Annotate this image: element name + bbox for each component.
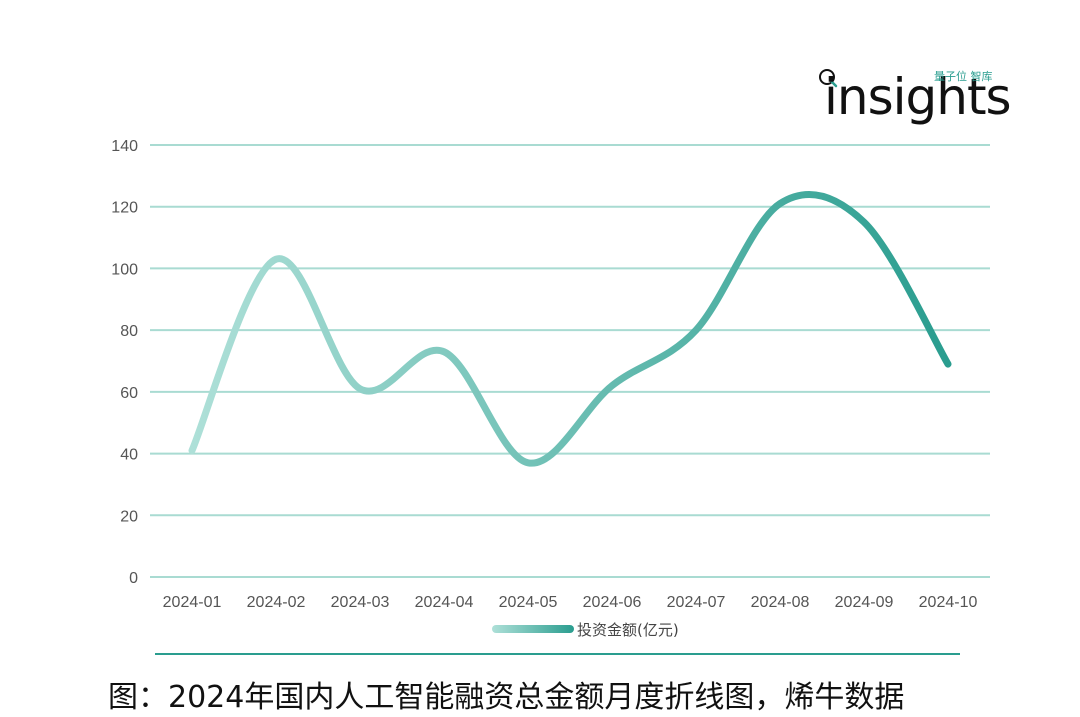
- x-axis-ticks: 2024-01 2024-02 2024-03 2024-04 2024-05 2024-…: [163, 594, 978, 611]
- x-tick-label: 2024-02: [247, 594, 306, 611]
- logo-insights: insights: [824, 68, 1012, 126]
- gridlines: [150, 144, 990, 578]
- x-tick-label: 2024-04: [415, 594, 474, 611]
- x-tick-label: 2024-05: [499, 594, 558, 611]
- y-axis-ticks: 0 20 40 60 80 100 120 140: [111, 138, 138, 587]
- x-tick-label: 2024-07: [667, 594, 726, 611]
- y-tick-label: 120: [111, 200, 138, 217]
- x-tick-label: 2024-01: [163, 594, 222, 611]
- y-tick-label: 140: [111, 138, 138, 155]
- figure-caption: 图：2024年国内人工智能融资总金额月度折线图，烯牛数据: [108, 680, 905, 715]
- data-points: [192, 204, 948, 463]
- x-tick-label: 2024-10: [919, 594, 978, 611]
- logo-subtitle: 量子位 智库: [934, 70, 993, 83]
- y-tick-label: 60: [120, 385, 138, 402]
- magnifier-icon: [819, 69, 838, 88]
- x-tick-label: 2024-06: [583, 594, 642, 611]
- y-tick-label: 40: [120, 447, 138, 464]
- legend-swatch: [492, 625, 574, 633]
- series-line-investment: [188, 190, 952, 467]
- y-tick-label: 0: [129, 570, 138, 587]
- y-tick-label: 80: [120, 323, 138, 340]
- y-tick-label: 100: [111, 261, 138, 278]
- y-tick-label: 20: [120, 508, 138, 525]
- x-tick-label: 2024-08: [751, 594, 810, 611]
- legend: 投资金额(亿元): [492, 621, 679, 639]
- legend-label: 投资金额(亿元): [577, 621, 679, 639]
- x-tick-label: 2024-03: [331, 594, 390, 611]
- x-tick-label: 2024-09: [835, 594, 894, 611]
